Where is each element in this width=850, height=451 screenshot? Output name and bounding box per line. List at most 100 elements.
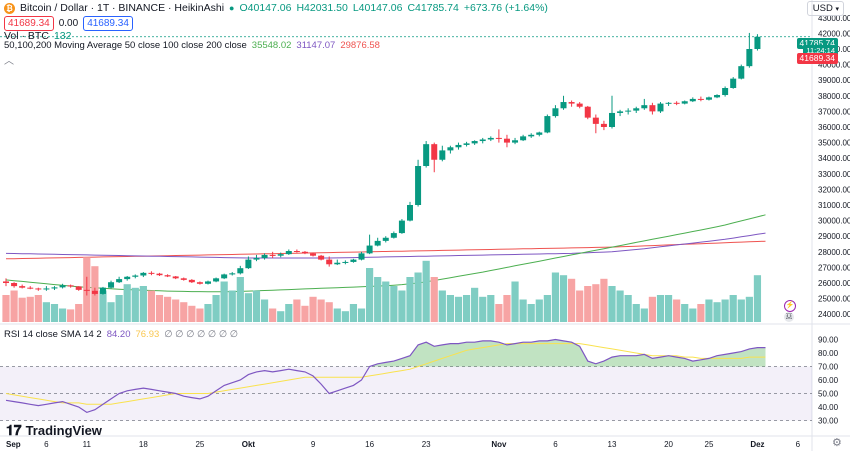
- buy-button[interactable]: 41689.34: [83, 16, 133, 31]
- volume-bar: [664, 295, 673, 322]
- time-tick-label: 6: [44, 440, 49, 449]
- volume-bar: [42, 302, 50, 322]
- candle-body: [213, 278, 220, 282]
- price-tick-label: 43000.00: [818, 14, 850, 23]
- candle-body: [398, 220, 405, 234]
- time-axis: Sep 6 11 18 25 Okt 9 16 23 Nov 6 13 20 25 Dez 6: [6, 440, 801, 449]
- currency-selector[interactable]: USD ▾: [806, 1, 844, 16]
- previous-price-tag: 41689.34: [796, 53, 838, 64]
- volume-bar: [745, 296, 753, 322]
- candle-body: [310, 253, 317, 256]
- volume-bar: [382, 281, 390, 322]
- candle-body: [495, 137, 502, 139]
- rsi-overbought-fill: [6, 339, 766, 367]
- candle-body: [487, 137, 494, 140]
- candle-body: [600, 123, 607, 127]
- price-tick-label: 42000.00: [818, 29, 850, 38]
- volume-bar: [220, 281, 228, 322]
- us-flag-icon[interactable]: 🇺: [784, 312, 794, 322]
- candle-body: [43, 288, 50, 290]
- volume-bar: [705, 299, 713, 322]
- candle-body: [390, 233, 397, 238]
- price-tick-label: 29000.00: [818, 232, 850, 241]
- volume-bar: [737, 299, 745, 322]
- volume-bar: [180, 302, 188, 322]
- candle-body: [649, 105, 656, 112]
- volume-bar: [10, 290, 18, 322]
- volume-bar: [309, 296, 317, 322]
- candle-body: [196, 282, 203, 284]
- candle-body: [261, 254, 268, 259]
- rsi-tick-label: 90.00: [818, 336, 839, 345]
- volume-bar: [576, 290, 584, 322]
- ohlc-low: L40147.06: [352, 2, 403, 14]
- candle-body: [705, 97, 712, 100]
- rsi-tick-label: 30.00: [818, 417, 839, 426]
- candle-body: [463, 143, 470, 145]
- countdown-tag: 11:24:14: [803, 45, 838, 56]
- candle-body: [746, 49, 753, 67]
- volume-bar: [479, 296, 487, 322]
- volume-bar: [689, 308, 697, 322]
- volume-bar: [414, 272, 422, 322]
- rsi-sma-line: [5, 343, 766, 405]
- candle-body: [3, 281, 9, 283]
- ohlc-close: C41785.74: [407, 2, 459, 14]
- volume-bar: [285, 304, 293, 322]
- volume-bar: [115, 295, 123, 322]
- candle-body: [471, 141, 478, 144]
- volume-bar: [519, 299, 527, 322]
- time-tick-label: Dez: [750, 440, 764, 449]
- volume-bar: [648, 296, 656, 322]
- price-tick-label: 24000.00: [818, 310, 850, 319]
- volume-bar: [681, 304, 689, 322]
- volume-bar: [511, 281, 519, 322]
- ma100-value: 31147.07: [296, 40, 336, 51]
- tradingview-logo[interactable]: 𝟏𝟕 TradingView: [6, 422, 102, 439]
- price-tick-label: 32000.00: [818, 185, 850, 194]
- volume-bars: [2, 257, 762, 322]
- volume-bar: [2, 295, 10, 322]
- volume-bar: [188, 305, 196, 322]
- moving-averages: [0, 36, 812, 293]
- volume-bar: [18, 297, 26, 322]
- volume-bar: [99, 290, 107, 322]
- candle-body: [544, 116, 551, 133]
- candle-body: [479, 139, 486, 142]
- volume-bar: [438, 290, 446, 322]
- candle-body: [164, 275, 171, 277]
- settings-gear-icon[interactable]: ⚙: [832, 437, 842, 449]
- volume-bar: [632, 304, 640, 322]
- price-axis: 24000.00 25000.00 26000.00 27000.00 28000.00…: [818, 14, 850, 426]
- volume-bar: [341, 311, 349, 322]
- price-tick-label: 27000.00: [818, 263, 850, 272]
- price-tick-label: 31000.00: [818, 201, 850, 210]
- price-tick-label: 39000.00: [818, 76, 850, 85]
- candle-body: [358, 253, 365, 260]
- volume-bar: [155, 295, 164, 322]
- candle-body: [19, 286, 26, 288]
- candle-body: [51, 287, 58, 289]
- event-lightning-icon[interactable]: ⚡: [784, 300, 796, 312]
- candle-body: [245, 259, 252, 269]
- candle-body: [738, 66, 745, 79]
- ohlc-change: +673.76 (+1.64%): [463, 2, 548, 14]
- rsi-tick-label: 60.00: [818, 376, 839, 385]
- candle-body: [148, 272, 155, 274]
- volume-bar: [422, 260, 430, 322]
- sell-button[interactable]: 41689.34: [4, 16, 54, 31]
- candle-body: [528, 134, 535, 137]
- volume-bar: [325, 302, 333, 322]
- rsi-tick-label: 70.00: [818, 363, 839, 372]
- candle-body: [665, 102, 672, 104]
- time-tick-label: 23: [422, 440, 431, 449]
- collapse-legend-icon[interactable]: ︿: [4, 56, 14, 67]
- volume-bar: [390, 286, 398, 322]
- candle-body: [253, 258, 260, 260]
- volume-bar: [374, 277, 382, 322]
- candle-body: [382, 237, 389, 241]
- volume-bar: [592, 284, 600, 322]
- time-tick-label: 25: [705, 440, 714, 449]
